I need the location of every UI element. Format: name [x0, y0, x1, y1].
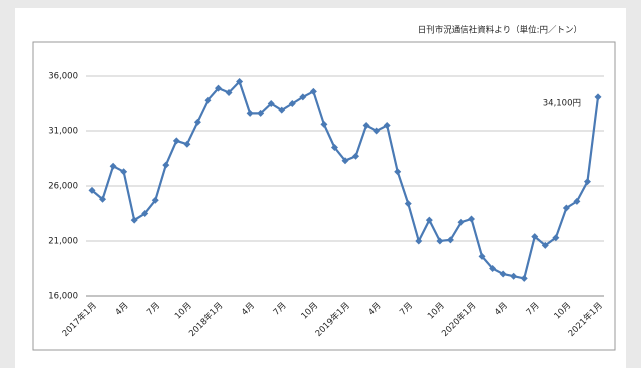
point	[531, 233, 539, 241]
point	[352, 152, 360, 160]
point	[120, 168, 128, 176]
point	[162, 161, 170, 169]
point	[415, 237, 423, 245]
point	[225, 89, 233, 96]
point	[193, 118, 201, 126]
point	[88, 186, 96, 194]
point	[183, 140, 191, 148]
point	[446, 236, 454, 244]
annotation: 34,100円	[543, 99, 581, 109]
point	[583, 178, 591, 186]
point	[215, 84, 222, 92]
point	[562, 204, 570, 212]
point	[362, 122, 370, 129]
point	[383, 122, 391, 129]
point	[99, 195, 107, 203]
point	[109, 162, 117, 170]
point	[246, 109, 254, 117]
point	[520, 274, 528, 282]
point	[151, 196, 159, 204]
point	[510, 272, 518, 280]
point	[257, 109, 265, 117]
point	[288, 100, 296, 107]
point	[552, 234, 560, 242]
point	[499, 270, 507, 278]
point	[341, 157, 349, 165]
y-tick-label: 26,000	[48, 182, 78, 192]
point	[236, 78, 244, 85]
point	[394, 168, 402, 176]
y-tick-label: 31,000	[48, 127, 78, 137]
point	[594, 93, 602, 101]
chart-title: 日刊市況通信社資料より（単位:円／トン）	[418, 25, 582, 36]
y-tick-label: 36,000	[48, 72, 78, 82]
point	[309, 87, 317, 95]
point	[299, 93, 307, 101]
point	[320, 120, 328, 128]
point	[436, 237, 444, 245]
point	[141, 210, 149, 217]
point	[204, 96, 212, 104]
point	[130, 216, 138, 224]
y-tick-label: 16,000	[48, 292, 78, 302]
point	[267, 100, 275, 107]
point	[172, 137, 180, 145]
point	[330, 144, 338, 151]
y-tick-label: 21,000	[48, 237, 78, 247]
point	[489, 265, 497, 272]
point	[425, 216, 433, 224]
point	[541, 241, 549, 249]
point	[478, 252, 486, 260]
point	[373, 127, 381, 135]
point	[404, 200, 412, 208]
point	[457, 218, 465, 226]
point	[278, 106, 286, 114]
point	[573, 197, 581, 205]
point	[468, 215, 475, 223]
